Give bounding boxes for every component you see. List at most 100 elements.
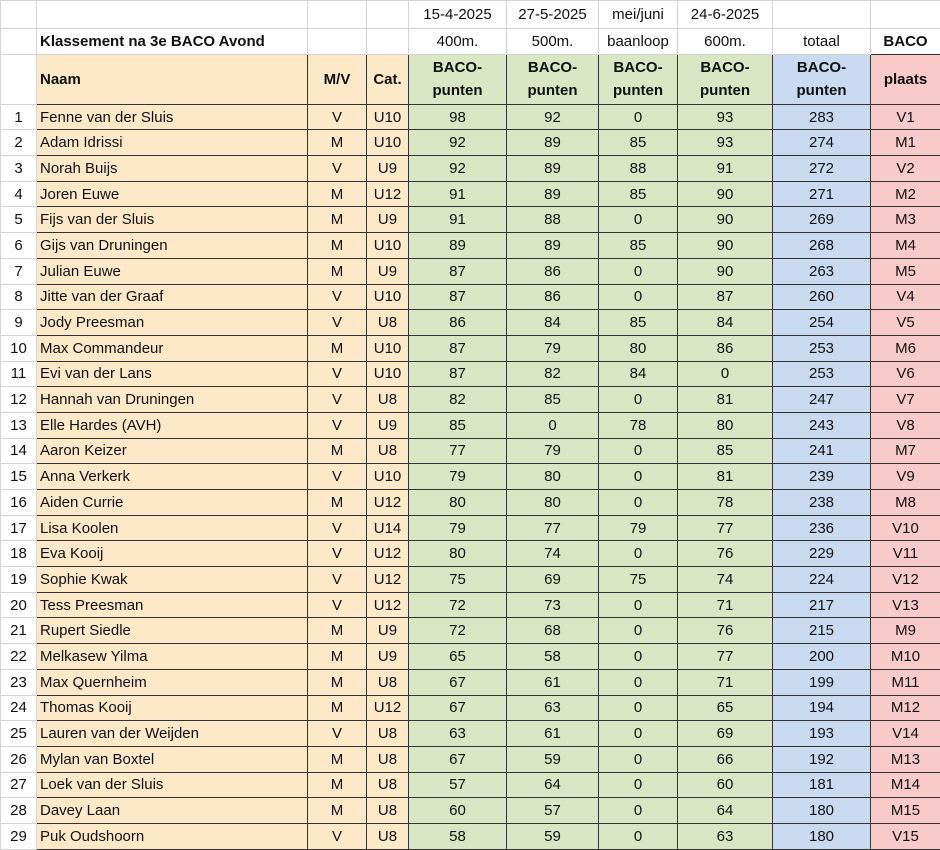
- place-cell[interactable]: V8: [870, 411, 940, 439]
- baco-label[interactable]: BACO: [870, 28, 940, 55]
- gender-cell[interactable]: V: [307, 386, 367, 413]
- points-500m[interactable]: 63: [506, 694, 599, 722]
- cell[interactable]: [0, 0, 37, 29]
- gender-cell[interactable]: M: [307, 180, 367, 208]
- category-cell[interactable]: U10: [366, 129, 409, 157]
- points-500m[interactable]: 88: [506, 206, 599, 234]
- place-cell[interactable]: M4: [870, 232, 940, 259]
- name-cell[interactable]: Hannah van Druningen: [36, 386, 308, 413]
- row-number[interactable]: 16: [0, 489, 37, 516]
- gender-cell[interactable]: V: [307, 566, 367, 593]
- name-cell[interactable]: Puk Oudshoorn: [36, 822, 308, 850]
- place-cell[interactable]: M11: [870, 668, 940, 696]
- points-400m[interactable]: 79: [408, 463, 507, 490]
- gender-cell[interactable]: M: [307, 771, 367, 799]
- points-600m[interactable]: 71: [677, 591, 773, 619]
- points-400m[interactable]: 98: [408, 103, 507, 131]
- points-400m[interactable]: 87: [408, 360, 507, 388]
- category-cell[interactable]: U10: [366, 334, 409, 362]
- points-400m[interactable]: 57: [408, 771, 507, 799]
- event-2[interactable]: 500m.: [506, 28, 599, 55]
- points-400m[interactable]: 86: [408, 309, 507, 336]
- category-cell[interactable]: U9: [366, 155, 409, 182]
- category-cell[interactable]: U12: [366, 694, 409, 722]
- points-600m[interactable]: 77: [677, 643, 773, 670]
- place-cell[interactable]: V2: [870, 155, 940, 182]
- points-400m[interactable]: 67: [408, 694, 507, 722]
- points-600m[interactable]: 0: [677, 360, 773, 388]
- name-cell[interactable]: Jitte van der Graaf: [36, 283, 308, 311]
- points-baanloop[interactable]: 85: [598, 309, 678, 336]
- name-cell[interactable]: Davey Laan: [36, 797, 308, 824]
- points-baanloop[interactable]: 0: [598, 463, 678, 490]
- points-baanloop[interactable]: 0: [598, 694, 678, 722]
- row-number[interactable]: 19: [0, 566, 37, 593]
- points-baanloop[interactable]: 85: [598, 129, 678, 157]
- gender-cell[interactable]: M: [307, 668, 367, 696]
- points-600m[interactable]: 87: [677, 283, 773, 311]
- total-points[interactable]: 192: [772, 745, 871, 773]
- points-600m[interactable]: 86: [677, 334, 773, 362]
- place-cell[interactable]: V15: [870, 822, 940, 850]
- place-cell[interactable]: M12: [870, 694, 940, 722]
- gender-cell[interactable]: M: [307, 129, 367, 157]
- points-600m[interactable]: 74: [677, 566, 773, 593]
- total-points[interactable]: 283: [772, 103, 871, 131]
- points-500m[interactable]: 73: [506, 591, 599, 619]
- name-cell[interactable]: Loek van der Sluis: [36, 771, 308, 799]
- cell[interactable]: [307, 0, 367, 29]
- category-cell[interactable]: U10: [366, 232, 409, 259]
- place-cell[interactable]: V12: [870, 566, 940, 593]
- place-cell[interactable]: M15: [870, 797, 940, 824]
- place-cell[interactable]: M9: [870, 617, 940, 645]
- name-cell[interactable]: Melkasew Yilma: [36, 643, 308, 670]
- place-cell[interactable]: M2: [870, 180, 940, 208]
- gender-cell[interactable]: V: [307, 103, 367, 131]
- cell[interactable]: [36, 0, 308, 29]
- category-cell[interactable]: U8: [366, 771, 409, 799]
- header-cat[interactable]: Cat.: [366, 53, 409, 105]
- row-number[interactable]: 6: [0, 232, 37, 259]
- category-cell[interactable]: U9: [366, 411, 409, 439]
- points-500m[interactable]: 89: [506, 180, 599, 208]
- total-points[interactable]: 263: [772, 257, 871, 285]
- points-baanloop[interactable]: 0: [598, 437, 678, 465]
- points-500m[interactable]: 57: [506, 797, 599, 824]
- gender-cell[interactable]: M: [307, 232, 367, 259]
- place-cell[interactable]: V9: [870, 463, 940, 490]
- points-600m[interactable]: 77: [677, 514, 773, 542]
- category-cell[interactable]: U10: [366, 103, 409, 131]
- name-cell[interactable]: Tess Preesman: [36, 591, 308, 619]
- points-400m[interactable]: 67: [408, 745, 507, 773]
- row-number[interactable]: 14: [0, 437, 37, 465]
- total-points[interactable]: 193: [772, 720, 871, 747]
- gender-cell[interactable]: V: [307, 283, 367, 311]
- name-cell[interactable]: Julian Euwe: [36, 257, 308, 285]
- points-400m[interactable]: 87: [408, 257, 507, 285]
- category-cell[interactable]: U12: [366, 591, 409, 619]
- category-cell[interactable]: U12: [366, 540, 409, 568]
- category-cell[interactable]: U8: [366, 437, 409, 465]
- place-cell[interactable]: V10: [870, 514, 940, 542]
- date-3[interactable]: mei/juni: [598, 0, 678, 29]
- event-4[interactable]: 600m.: [677, 28, 773, 55]
- category-cell[interactable]: U8: [366, 386, 409, 413]
- points-600m[interactable]: 90: [677, 257, 773, 285]
- points-baanloop[interactable]: 0: [598, 822, 678, 850]
- points-baanloop[interactable]: 75: [598, 566, 678, 593]
- row-number[interactable]: 20: [0, 591, 37, 619]
- gender-cell[interactable]: M: [307, 745, 367, 773]
- row-number[interactable]: 21: [0, 617, 37, 645]
- place-cell[interactable]: M14: [870, 771, 940, 799]
- place-cell[interactable]: V13: [870, 591, 940, 619]
- place-cell[interactable]: M10: [870, 643, 940, 670]
- place-cell[interactable]: V11: [870, 540, 940, 568]
- points-baanloop[interactable]: 85: [598, 180, 678, 208]
- points-500m[interactable]: 79: [506, 437, 599, 465]
- points-500m[interactable]: 74: [506, 540, 599, 568]
- points-400m[interactable]: 80: [408, 489, 507, 516]
- total-points[interactable]: 271: [772, 180, 871, 208]
- total-points[interactable]: 194: [772, 694, 871, 722]
- total-points[interactable]: 272: [772, 155, 871, 182]
- header-naam[interactable]: Naam: [36, 53, 308, 105]
